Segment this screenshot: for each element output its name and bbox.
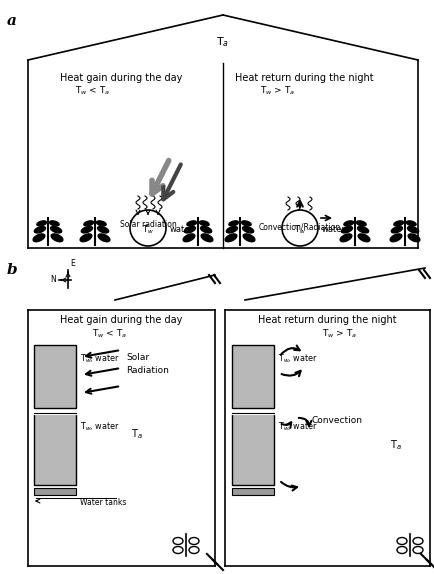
Ellipse shape: [225, 234, 237, 242]
Bar: [231, 488, 273, 495]
Ellipse shape: [80, 234, 92, 242]
Text: T$_w$ > T$_a$: T$_w$ > T$_a$: [260, 84, 295, 96]
Ellipse shape: [81, 227, 92, 233]
Ellipse shape: [243, 234, 254, 242]
Ellipse shape: [37, 221, 46, 226]
Text: Heat return during the night: Heat return during the night: [258, 315, 396, 325]
Ellipse shape: [97, 227, 108, 233]
Ellipse shape: [389, 234, 401, 242]
Ellipse shape: [184, 227, 195, 233]
Bar: [231, 345, 273, 408]
Bar: [231, 413, 273, 485]
Ellipse shape: [33, 234, 45, 242]
Text: T$_w$: T$_w$: [141, 224, 154, 236]
Ellipse shape: [357, 234, 369, 242]
Ellipse shape: [393, 221, 403, 226]
Ellipse shape: [98, 234, 110, 242]
Text: water: water: [321, 226, 345, 235]
Ellipse shape: [226, 227, 237, 233]
Text: T$_w$: T$_w$: [293, 224, 306, 236]
Text: T$_w$, water: T$_w$, water: [277, 421, 317, 433]
Text: T$_w$ < T$_a$: T$_w$ < T$_a$: [75, 84, 110, 96]
Text: Heat return during the night: Heat return during the night: [234, 73, 373, 83]
Ellipse shape: [228, 221, 238, 226]
Ellipse shape: [407, 227, 418, 233]
Text: T$_w$ < T$_a$: T$_w$ < T$_a$: [92, 328, 128, 340]
Ellipse shape: [407, 234, 419, 242]
Ellipse shape: [391, 227, 401, 233]
Ellipse shape: [51, 234, 63, 242]
Ellipse shape: [96, 221, 106, 226]
Circle shape: [281, 210, 317, 246]
Text: T$_a$: T$_a$: [389, 438, 401, 452]
Ellipse shape: [200, 227, 211, 233]
Ellipse shape: [341, 227, 352, 233]
Ellipse shape: [187, 221, 196, 226]
Text: T$_a$: T$_a$: [216, 35, 229, 49]
Ellipse shape: [49, 221, 59, 226]
Ellipse shape: [343, 221, 353, 226]
Ellipse shape: [201, 234, 212, 242]
Text: T$_w$, water: T$_w$, water: [80, 421, 119, 433]
Text: a: a: [7, 14, 17, 28]
Ellipse shape: [199, 221, 209, 226]
Ellipse shape: [34, 227, 46, 233]
Text: Heat gain during the day: Heat gain during the day: [60, 73, 182, 83]
Text: Heat gain during the day: Heat gain during the day: [60, 315, 182, 325]
Text: b: b: [7, 263, 18, 277]
Text: Radiation: Radiation: [126, 366, 168, 375]
Text: E: E: [70, 259, 75, 268]
Bar: [34, 488, 76, 495]
Text: T$_w$, water: T$_w$, water: [277, 353, 317, 366]
Ellipse shape: [50, 227, 62, 233]
Text: Convection: Convection: [311, 416, 362, 425]
Text: Solar: Solar: [126, 353, 149, 362]
Text: Solar radiation: Solar radiation: [119, 220, 176, 229]
Text: T$_a$: T$_a$: [131, 427, 142, 441]
Ellipse shape: [183, 234, 194, 242]
Ellipse shape: [356, 221, 365, 226]
Text: T$_w$, water: T$_w$, water: [80, 353, 119, 366]
Text: T$_w$ > T$_a$: T$_w$ > T$_a$: [322, 328, 357, 340]
Ellipse shape: [357, 227, 368, 233]
Bar: [34, 345, 76, 408]
Ellipse shape: [339, 234, 351, 242]
Circle shape: [130, 210, 166, 246]
Ellipse shape: [405, 221, 415, 226]
Text: N: N: [50, 274, 56, 284]
Text: Water tanks: Water tanks: [80, 498, 126, 507]
Ellipse shape: [241, 221, 250, 226]
Ellipse shape: [84, 221, 93, 226]
Text: Convection/Radiation: Convection/Radiation: [258, 222, 340, 231]
Text: water: water: [170, 226, 194, 235]
Bar: [34, 413, 76, 485]
Ellipse shape: [242, 227, 253, 233]
